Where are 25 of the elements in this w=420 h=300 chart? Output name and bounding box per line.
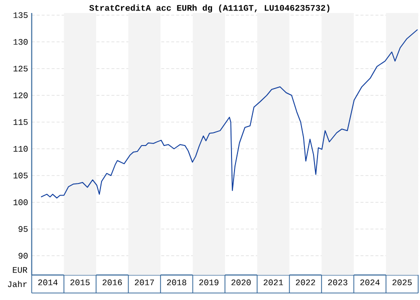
x-tick-label: 2018 xyxy=(167,280,186,286)
x-tick-label: 2023 xyxy=(328,280,348,286)
x-axis-title: Jahr xyxy=(8,280,27,288)
y-tick-label: 135 xyxy=(14,12,28,18)
y-tick-label: 105 xyxy=(14,172,28,178)
x-tick-label: 2019 xyxy=(199,280,218,286)
y-tick-label: 125 xyxy=(14,66,28,72)
y-tick-label: 115 xyxy=(14,119,28,125)
x-tick-label: 2016 xyxy=(102,280,122,286)
y-tick-label: 100 xyxy=(14,199,28,206)
x-tick-label: 2024 xyxy=(360,280,380,286)
x-tick-label: 2025 xyxy=(392,280,412,286)
y-axis-title: EUR xyxy=(12,267,28,273)
x-tick-label: 2022 xyxy=(296,280,316,286)
x-tick-label: 2014 xyxy=(38,280,58,286)
x-tick-label: 2017 xyxy=(134,280,154,286)
chart-title: StratCreditA acc EURh dg (A111GT, LU1046235732) xyxy=(89,4,330,13)
x-tick-label: 2020 xyxy=(231,280,251,286)
y-tick-label: 90 xyxy=(18,252,28,259)
y-tick-label: 120 xyxy=(14,92,28,98)
x-tick-label: 2015 xyxy=(70,280,90,286)
y-tick-label: 130 xyxy=(14,38,28,45)
y-tick-label: 110 xyxy=(14,146,28,152)
x-tick-label: 2021 xyxy=(264,280,284,286)
y-tick-label: 95 xyxy=(18,226,28,232)
